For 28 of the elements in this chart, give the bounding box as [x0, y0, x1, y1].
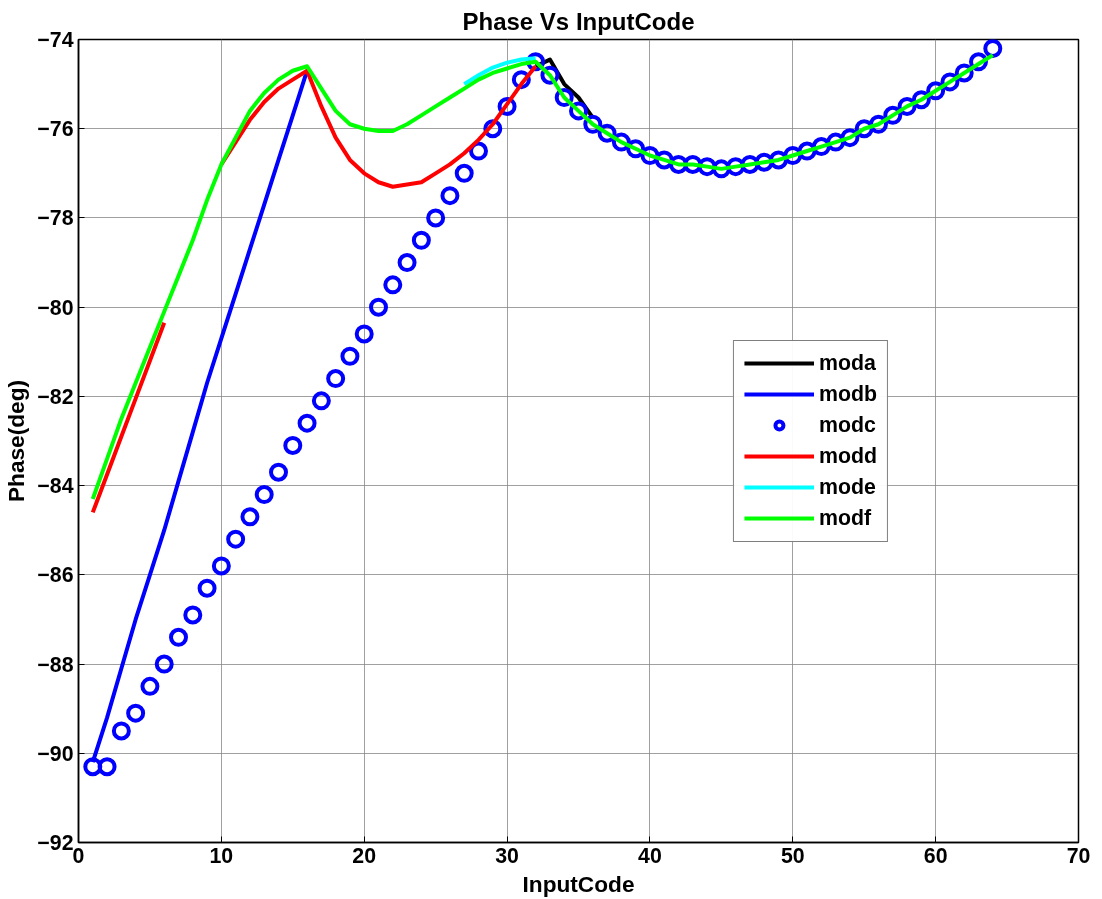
x-tick-label: 40: [638, 843, 662, 868]
legend-label: moda: [818, 350, 876, 376]
y-axis-title: Phase(deg): [3, 379, 30, 503]
x-tick-label: 10: [209, 843, 234, 868]
y-tick-label: −90: [37, 741, 74, 766]
y-tick-label: −78: [37, 206, 74, 231]
legend-label: modf: [818, 505, 872, 531]
y-tick-label: −84: [37, 474, 74, 499]
chart-title: Phase Vs InputCode: [462, 7, 695, 35]
legend-label: modb: [818, 381, 877, 407]
x-axis-title: InputCode: [522, 870, 635, 897]
x-tick-label: 60: [923, 843, 948, 868]
legend-label: mode: [818, 474, 876, 500]
x-tick-label: 50: [780, 843, 805, 868]
y-tick-label: −82: [37, 384, 74, 409]
x-tick-label: 30: [495, 843, 519, 868]
y-tick-label: −80: [37, 295, 74, 320]
line-series: [90, 53, 995, 501]
x-tick-label: 70: [1066, 843, 1091, 868]
x-tick-label: 20: [352, 843, 377, 868]
legend-label: modc: [818, 412, 876, 438]
y-tick-label: −88: [37, 652, 74, 677]
legend-label: modd: [818, 443, 877, 469]
y-tick-label: −74: [37, 28, 74, 52]
y-tick-label: −86: [37, 563, 74, 588]
y-tick-label: −92: [37, 831, 74, 855]
y-tick-label: −76: [37, 117, 74, 142]
x-tick-label: 0: [72, 843, 85, 868]
